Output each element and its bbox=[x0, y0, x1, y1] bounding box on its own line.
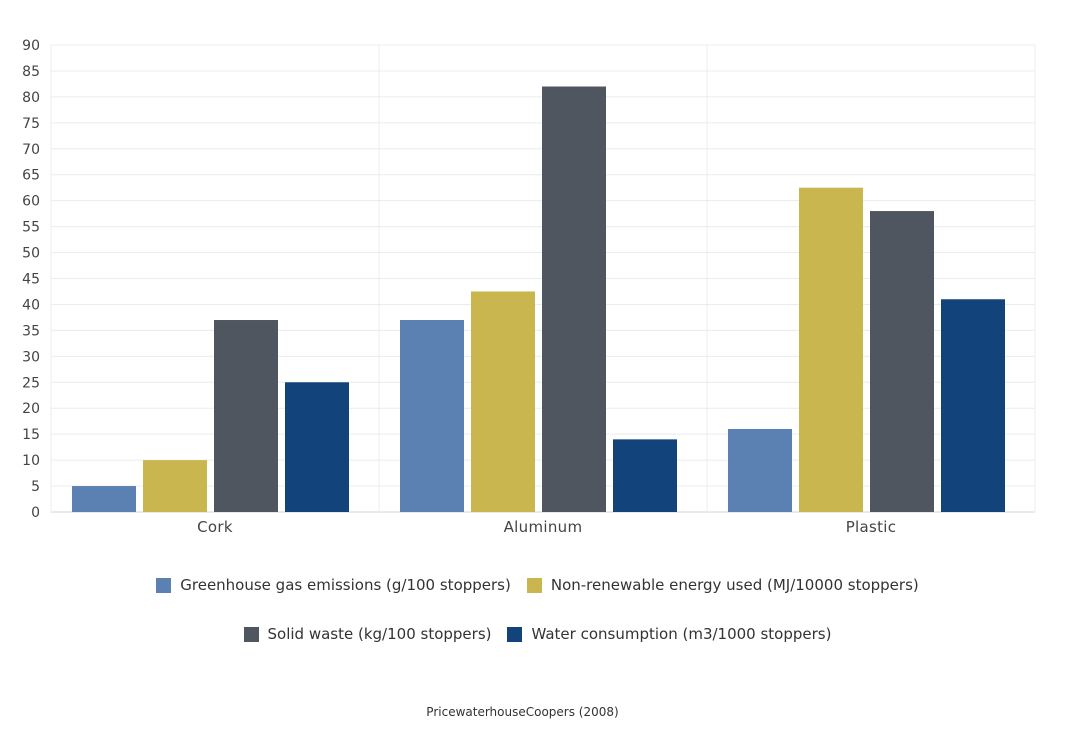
x-tick-label: Aluminum bbox=[504, 518, 583, 536]
y-tick-label: 15 bbox=[22, 427, 40, 443]
y-tick-label: 65 bbox=[22, 168, 40, 184]
y-tick-label: 25 bbox=[22, 375, 40, 391]
y-tick-label: 90 bbox=[22, 38, 40, 54]
legend-row-1: Greenhouse gas emissions (g/100 stoppers… bbox=[0, 576, 1075, 594]
y-tick-label: 0 bbox=[31, 505, 40, 521]
legend-item-solid-waste[interactable]: Solid waste (kg/100 stoppers) bbox=[243, 625, 492, 643]
x-tick-label: Cork bbox=[197, 518, 233, 536]
y-tick-label: 40 bbox=[22, 297, 40, 313]
y-tick-label: 75 bbox=[22, 116, 40, 132]
bar[interactable] bbox=[870, 211, 934, 513]
legend-label: Solid waste (kg/100 stoppers) bbox=[267, 625, 492, 643]
bar-chart: 0 5 10 15 20 25 30 35 40 45 50 55 60 65 70 75 80 85 90 Cor… bbox=[22, 38, 1036, 536]
legend-item-greenhouse[interactable]: Greenhouse gas emissions (g/100 stoppers… bbox=[156, 576, 511, 594]
bar[interactable] bbox=[799, 187, 863, 512]
y-tick-label: 55 bbox=[22, 220, 40, 236]
legend-label: Non-renewable energy used (MJ/10000 stop… bbox=[550, 576, 919, 594]
legend-swatch bbox=[243, 626, 259, 642]
legend-row-2: Solid waste (kg/100 stoppers) Water cons… bbox=[0, 625, 1075, 643]
y-tick-label: 45 bbox=[22, 272, 40, 288]
bar[interactable] bbox=[143, 460, 207, 512]
x-tick-label: Plastic bbox=[846, 518, 897, 536]
bar[interactable] bbox=[471, 291, 535, 512]
y-tick-label: 50 bbox=[22, 246, 40, 262]
bars bbox=[72, 86, 1005, 513]
bar[interactable] bbox=[214, 320, 278, 512]
legend-swatch bbox=[156, 577, 172, 593]
source-note: PricewaterhouseCoopers (2008) bbox=[426, 705, 619, 719]
y-tick-label: 5 bbox=[31, 479, 40, 495]
y-tick-label: 10 bbox=[22, 453, 40, 469]
legend-swatch bbox=[507, 626, 523, 642]
y-tick-label: 35 bbox=[22, 323, 40, 339]
x-axis: Cork Aluminum Plastic bbox=[197, 518, 896, 536]
y-axis: 0 5 10 15 20 25 30 35 40 45 50 55 60 65 70 75 80 85 90 bbox=[22, 38, 40, 521]
bar[interactable] bbox=[400, 320, 464, 512]
legend-item-energy[interactable]: Non-renewable energy used (MJ/10000 stop… bbox=[526, 576, 919, 594]
legend-item-water[interactable]: Water consumption (m3/1000 stoppers) bbox=[507, 625, 831, 643]
bar[interactable] bbox=[285, 382, 349, 512]
bar[interactable] bbox=[728, 428, 792, 512]
bar[interactable] bbox=[72, 486, 136, 512]
bar[interactable] bbox=[542, 86, 606, 512]
bar[interactable] bbox=[941, 299, 1005, 512]
y-tick-label: 85 bbox=[22, 64, 40, 80]
legend-swatch bbox=[526, 577, 542, 593]
legend-label: Greenhouse gas emissions (g/100 stoppers… bbox=[180, 576, 511, 594]
bar[interactable] bbox=[613, 439, 677, 512]
y-tick-label: 70 bbox=[22, 142, 40, 158]
y-tick-label: 30 bbox=[22, 349, 40, 365]
legend-label: Water consumption (m3/1000 stoppers) bbox=[531, 625, 832, 643]
y-tick-label: 20 bbox=[22, 401, 40, 417]
y-tick-label: 60 bbox=[22, 194, 40, 210]
y-tick-label: 80 bbox=[22, 90, 40, 106]
